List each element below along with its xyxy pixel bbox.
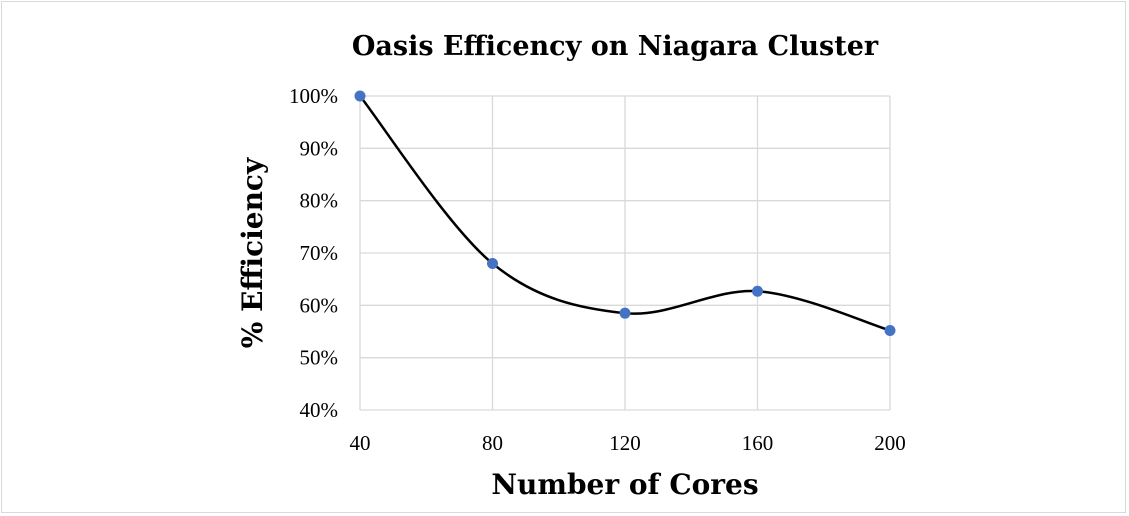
- series-line: [359, 95, 891, 332]
- x-tick-label: 200: [874, 431, 906, 455]
- x-axis-title: Number of Cores: [491, 468, 758, 501]
- x-tick-label: 160: [742, 431, 774, 455]
- x-tick-labels: 40 80 120 160 200: [350, 431, 906, 455]
- chart-title: Oasis Efficency on Niagara Cluster: [352, 31, 879, 62]
- y-tick-label: 40%: [300, 398, 339, 422]
- y-tick-label: 50%: [300, 346, 339, 370]
- x-tick-label: 40: [350, 431, 371, 455]
- data-point: [619, 307, 631, 319]
- data-point: [884, 324, 896, 336]
- grid-lines: [359, 95, 891, 411]
- data-point: [487, 257, 498, 269]
- y-tick-label: 90%: [300, 136, 339, 160]
- y-tick-label: 100%: [289, 84, 338, 108]
- y-axis-title: % Efficiency: [236, 157, 269, 348]
- x-tick-label: 80: [482, 431, 503, 455]
- y-tick-label: 70%: [300, 241, 339, 265]
- data-points: [354, 90, 896, 336]
- data-point: [752, 285, 763, 297]
- y-tick-labels: 40% 50% 60% 70% 80% 90% 100%: [289, 84, 338, 422]
- y-tick-label: 80%: [300, 189, 339, 213]
- x-tick-label: 120: [609, 431, 641, 455]
- y-tick-label: 60%: [300, 293, 339, 317]
- data-point: [354, 90, 366, 102]
